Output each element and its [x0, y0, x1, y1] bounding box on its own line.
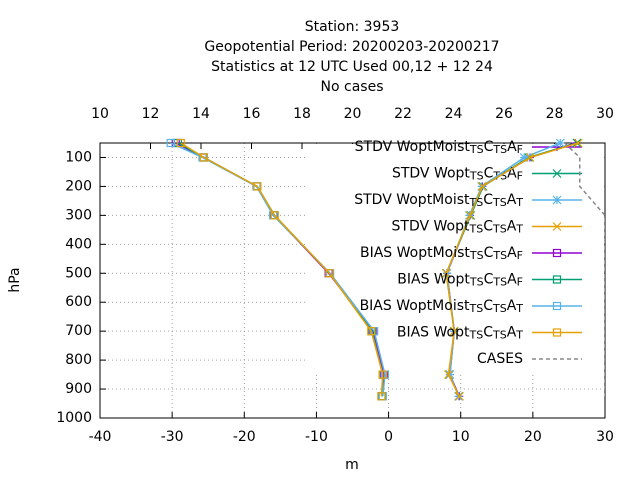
marker — [555, 138, 565, 148]
marker — [441, 268, 451, 278]
y-tick-label: 500 — [65, 265, 92, 281]
marker — [552, 275, 562, 284]
x2-tick-label: 24 — [445, 106, 463, 122]
marker — [176, 138, 185, 148]
y-axis-label: hPa — [7, 267, 23, 292]
legend-label: BIAS WoptMoistTSCTSAT — [360, 298, 524, 315]
marker — [325, 269, 334, 278]
x2-tick-label: 14 — [192, 106, 210, 122]
chart-title: Statistics at 12 UTC Used 00,12 + 12 24 — [211, 59, 493, 75]
y-tick-label: 700 — [65, 323, 92, 339]
y-tick-label: 1000 — [56, 410, 92, 426]
x-tick-label: 10 — [452, 429, 470, 445]
legend-label: CASES — [477, 351, 523, 367]
y-tick-label: 100 — [65, 149, 92, 165]
marker — [199, 153, 208, 162]
marker — [552, 169, 562, 178]
x-tick-label: -20 — [233, 429, 256, 445]
marker — [449, 326, 459, 336]
legend-label: STDV WoptTSCTSAT — [392, 219, 524, 236]
marker — [444, 370, 453, 380]
marker — [465, 210, 475, 220]
marker — [367, 327, 376, 336]
legend-label: STDV WoptMoistTSCTSAF — [355, 139, 523, 156]
marker — [552, 328, 562, 337]
marker — [454, 391, 464, 401]
marker — [552, 248, 562, 258]
x2-tick-label: 18 — [293, 106, 311, 122]
x-tick-label: 0 — [384, 429, 393, 445]
x-tick-label: 20 — [524, 429, 542, 445]
x2-tick-label: 10 — [91, 106, 109, 122]
legend-label: BIAS WoptTSCTSAF — [397, 272, 523, 289]
y-tick-label: 600 — [65, 294, 92, 310]
x2-tick-label: 30 — [596, 106, 614, 122]
y-tick-label: 400 — [65, 236, 92, 252]
x2-tick-label: 26 — [495, 106, 513, 122]
marker — [477, 181, 487, 191]
series-line — [180, 143, 384, 397]
marker — [377, 392, 386, 401]
x2-tick-label: 28 — [546, 106, 564, 122]
marker — [573, 138, 583, 148]
chart-title: Geopotential Period: 20200203-20200217 — [204, 39, 499, 55]
chart-title: Station: 3953 — [305, 19, 400, 35]
marker — [270, 211, 279, 220]
marker — [445, 370, 455, 380]
plot-frame — [99, 142, 606, 419]
chart-title: No cases — [321, 79, 384, 95]
legend-label: BIAS WoptTSCTSAT — [397, 325, 523, 342]
marker — [378, 370, 387, 379]
x2-tick-label: 12 — [142, 106, 160, 122]
marker — [166, 138, 175, 148]
x-tick-label: -40 — [89, 429, 112, 445]
legend-label: STDV WoptMoistTSCTSAT — [354, 192, 523, 209]
marker — [552, 195, 562, 205]
x-tick-label: -10 — [305, 429, 328, 445]
x-tick-label: 30 — [596, 429, 614, 445]
y-tick-label: 800 — [65, 352, 92, 368]
marker — [552, 301, 562, 311]
series-line — [445, 143, 579, 397]
x2-tick-label: 20 — [344, 106, 362, 122]
marker — [519, 153, 529, 162]
marker — [253, 182, 262, 191]
x2-tick-label: 22 — [394, 106, 412, 122]
marker — [552, 222, 562, 231]
x-tick-label: -30 — [161, 429, 184, 445]
x2-tick-label: 16 — [243, 106, 261, 122]
marker — [525, 153, 535, 162]
y-tick-label: 300 — [65, 207, 92, 223]
legend-label: BIAS WoptMoistTSCTSAF — [360, 245, 523, 262]
y-tick-label: 900 — [65, 381, 92, 397]
x-axis-label: m — [345, 457, 359, 473]
y-tick-label: 200 — [65, 178, 92, 194]
